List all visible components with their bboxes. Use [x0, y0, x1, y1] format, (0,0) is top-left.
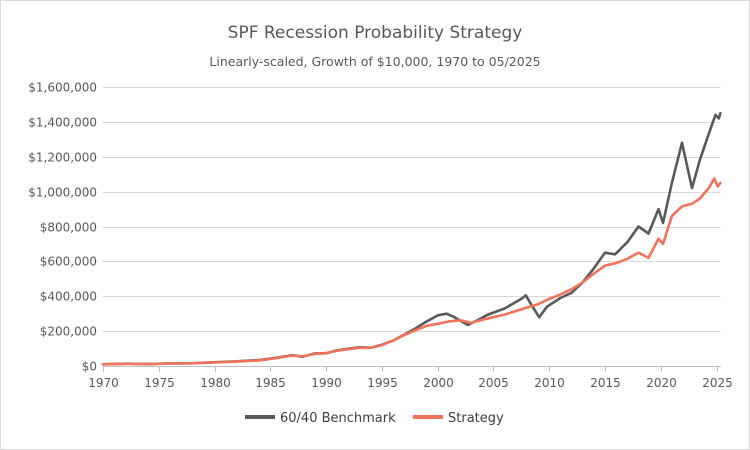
legend-label-strategy: Strategy [448, 411, 504, 426]
series-lines [101, 111, 722, 366]
legend: 60/40 Benchmark Strategy [245, 411, 504, 426]
y-tick-label: $1,000,000 [28, 186, 97, 200]
y-tick-label: $200,000 [40, 325, 97, 339]
grid-lines [103, 87, 721, 332]
y-tick-label: $1,200,000 [28, 151, 97, 165]
x-tick-label: 1975 [144, 376, 175, 390]
y-tick-label: $1,600,000 [28, 81, 97, 95]
x-axis-ticks: 1970 1975 1980 1985 1990 1995 2000 2005 2010 2015… [88, 366, 733, 390]
x-tick-label: 1990 [311, 376, 342, 390]
x-tick-label: 1985 [255, 376, 286, 390]
x-tick-label: 2015 [590, 376, 621, 390]
series-line-strategy [101, 177, 722, 366]
x-tick-label: 1995 [367, 376, 398, 390]
x-tick-label: 2020 [646, 376, 677, 390]
y-tick-label: $600,000 [40, 255, 97, 269]
y-tick-label: $800,000 [40, 221, 97, 235]
y-tick-label: $400,000 [40, 290, 97, 304]
x-tick-label: 1980 [200, 376, 231, 390]
series-line-60-40-benchmark [101, 111, 722, 366]
y-axis-ticks: $0 $200,000 $400,000 $600,000 $800,000 $1,000… [28, 81, 97, 374]
y-tick-label: $0 [82, 360, 97, 374]
chart-title: SPF Recession Probability Strategy [228, 23, 523, 43]
y-tick-label: $1,400,000 [28, 116, 97, 130]
x-tick-label: 2005 [478, 376, 509, 390]
x-tick-label: 2010 [534, 376, 565, 390]
legend-label-benchmark: 60/40 Benchmark [280, 411, 396, 426]
x-tick-label: 1970 [88, 376, 119, 390]
x-tick-label: 2000 [423, 376, 454, 390]
x-tick-label: 2025 [702, 376, 733, 390]
chart-subtitle: Linearly-scaled, Growth of $10,000, 1970… [209, 54, 540, 69]
